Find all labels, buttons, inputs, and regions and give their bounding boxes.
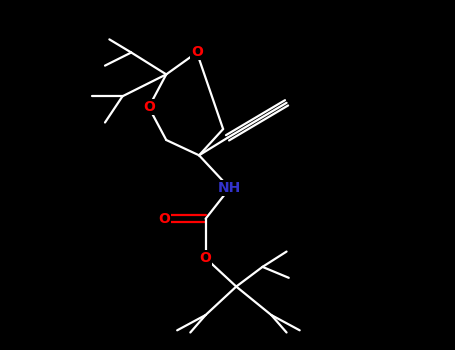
Text: O: O — [200, 251, 212, 265]
Text: NH: NH — [218, 181, 241, 195]
Text: O: O — [158, 212, 170, 226]
Text: O: O — [143, 100, 155, 114]
Text: O: O — [191, 46, 203, 60]
